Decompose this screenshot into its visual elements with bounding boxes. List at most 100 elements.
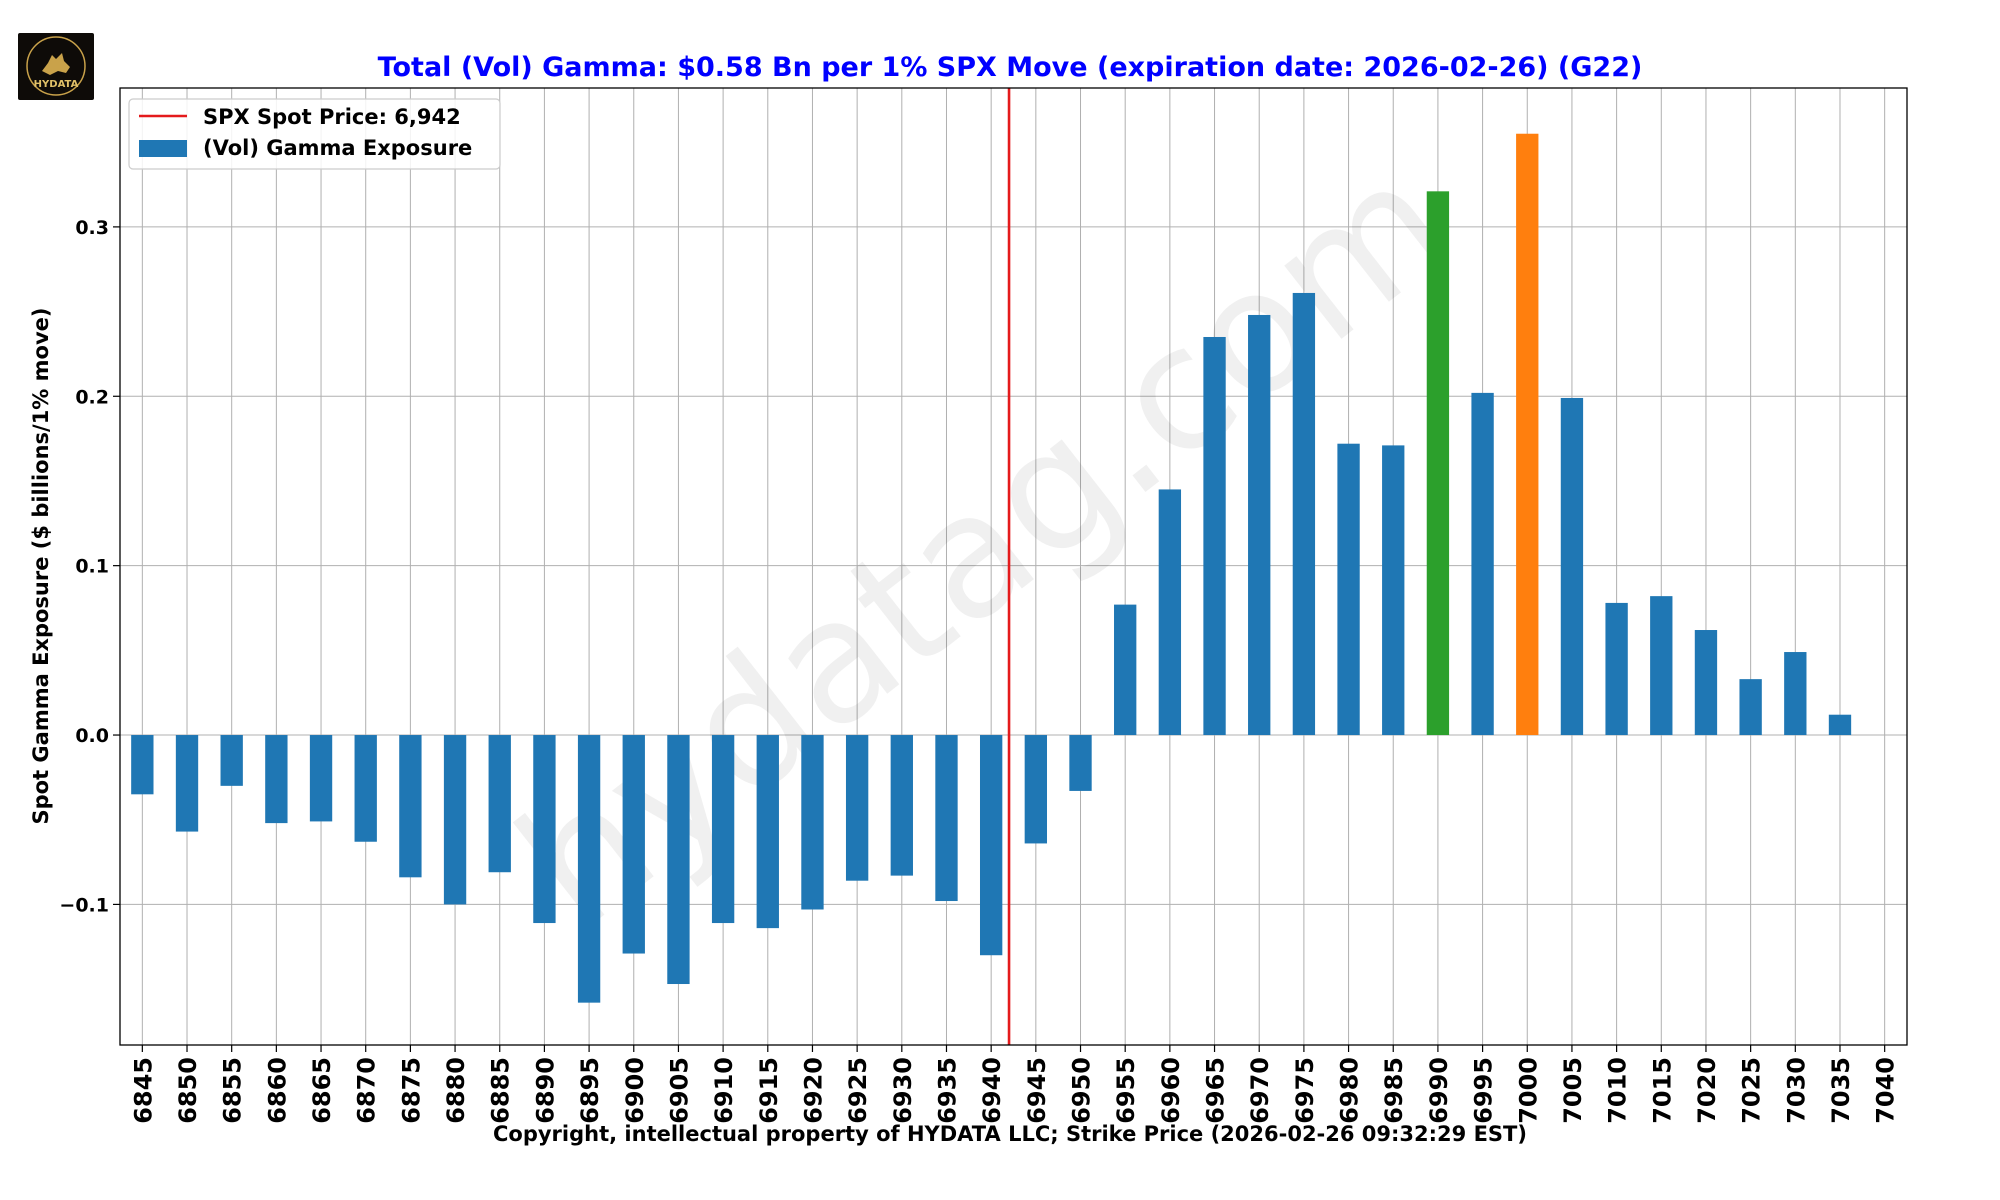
x-tick-label: 7010	[1604, 1057, 1632, 1124]
legend-spot-label: SPX Spot Price: 6,942	[203, 105, 461, 129]
x-tick-label: 6945	[1023, 1057, 1051, 1124]
bar-7030	[1784, 652, 1807, 736]
chart-title: Total (Vol) Gamma: $0.58 Bn per 1% SPX M…	[378, 52, 1643, 83]
x-tick-label: 7030	[1782, 1057, 1810, 1124]
bar-6925	[845, 735, 869, 881]
x-tick-label: 6880	[442, 1057, 470, 1124]
bar-6860	[265, 735, 288, 824]
x-tick-label: 7040	[1872, 1057, 1900, 1124]
y-tick-label: 0.1	[75, 556, 109, 578]
y-tick-label: 0.0	[75, 725, 109, 747]
x-tick-label: 6995	[1470, 1057, 1498, 1124]
y-tick-label: −0.1	[59, 894, 109, 916]
y-tick-label: 0.2	[75, 386, 109, 408]
bull-icon	[42, 53, 70, 75]
hydata-logo: HYDATA	[18, 33, 94, 100]
bar-6845	[131, 735, 154, 795]
bar-6885	[488, 735, 511, 873]
bar-6920	[801, 735, 824, 910]
x-tick-label: 6965	[1202, 1057, 1230, 1124]
x-tick-label: 7005	[1559, 1057, 1587, 1124]
x-tick-label: 6865	[308, 1057, 336, 1124]
x-tick-label: 6875	[397, 1057, 425, 1124]
bar-6985	[1382, 445, 1405, 736]
plot-frame	[119, 87, 1908, 1046]
x-tick-label: 6940	[978, 1057, 1006, 1124]
x-tick-label: 6910	[710, 1057, 738, 1124]
x-tick-label: 6855	[219, 1057, 247, 1124]
x-tick-label: 6920	[799, 1057, 827, 1124]
bar-6880	[443, 735, 467, 905]
bar-6980	[1337, 443, 1360, 736]
bar-6905	[667, 735, 690, 985]
legend-box	[128, 98, 501, 170]
x-tick-label: 7025	[1738, 1057, 1766, 1124]
legend-gamma-label: (Vol) Gamma Exposure	[203, 136, 472, 160]
bar-6915	[756, 735, 779, 929]
bar-6960	[1158, 489, 1182, 736]
bar-7010	[1605, 602, 1628, 736]
bar-6955	[1114, 604, 1137, 736]
bar-7015	[1650, 596, 1673, 736]
bar-6890	[533, 735, 556, 924]
x-tick-label: 6850	[174, 1057, 202, 1124]
bar-6990	[1426, 191, 1450, 736]
x-tick-label: 6870	[353, 1057, 381, 1124]
bar-6865	[309, 735, 333, 822]
x-tick-label: 6935	[933, 1057, 961, 1124]
x-tick-label: 6905	[665, 1057, 693, 1124]
x-tick-label: 6985	[1380, 1057, 1408, 1124]
x-tick-label: 6975	[1291, 1057, 1319, 1124]
bar-6850	[175, 735, 199, 832]
bar-6870	[354, 735, 377, 842]
x-tick-label: 7035	[1827, 1057, 1855, 1124]
bar-6940	[979, 735, 1003, 956]
bar-7035	[1828, 714, 1852, 736]
y-axis-label: Spot Gamma Exposure ($ billions/1% move)	[29, 308, 53, 825]
x-tick-label: 6860	[263, 1057, 291, 1124]
bar-6950	[1069, 735, 1092, 791]
x-tick-label: 6960	[1157, 1057, 1185, 1124]
bars	[131, 133, 1852, 1003]
x-tick-label: 7015	[1648, 1057, 1676, 1124]
y-tick-label: 0.3	[75, 217, 109, 239]
bar-6910	[711, 735, 735, 924]
bar-7000	[1516, 133, 1539, 736]
bar-6965	[1203, 336, 1226, 736]
x-tick-label: 6915	[755, 1057, 783, 1124]
bar-6900	[622, 735, 645, 954]
x-tick-label: 6980	[1336, 1057, 1364, 1124]
x-tick-label: 6990	[1425, 1057, 1453, 1124]
x-axis-ticks: 6845 6850 6855 6860 6865 6870 6875 6880 6885 6890…	[129, 1045, 1900, 1124]
bar-6970	[1248, 314, 1271, 736]
bar-7020	[1694, 630, 1718, 736]
x-tick-label: 6885	[487, 1057, 515, 1124]
x-tick-label: 6930	[889, 1057, 917, 1124]
bar-6995	[1471, 392, 1494, 736]
x-tick-label: 6845	[129, 1057, 157, 1124]
x-tick-label: 6950	[1068, 1057, 1096, 1124]
x-tick-label: 7000	[1514, 1057, 1542, 1124]
bar-6930	[890, 735, 913, 876]
x-tick-label: 6925	[844, 1057, 872, 1124]
bar-6945	[1024, 735, 1048, 844]
y-axis-ticks: −0.1 0.0 0.1 0.2 0.3	[59, 217, 120, 916]
x-axis-label: Copyright, intellectual property of HYDA…	[493, 1122, 1527, 1146]
bar-6895	[577, 735, 601, 1003]
logo-text: HYDATA	[34, 79, 79, 90]
bar-7025	[1739, 679, 1762, 736]
legend-gamma-swatch	[139, 140, 187, 157]
bar-7005	[1560, 397, 1584, 736]
x-tick-label: 6900	[621, 1057, 649, 1124]
bar-6935	[935, 735, 958, 902]
bar-6855	[220, 735, 243, 786]
bar-6875	[399, 735, 422, 878]
x-tick-label: 6970	[1246, 1057, 1274, 1124]
x-tick-label: 6890	[531, 1057, 559, 1124]
legend: SPX Spot Price: 6,942 (Vol) Gamma Exposu…	[128, 98, 501, 170]
x-tick-label: 6955	[1112, 1057, 1140, 1124]
x-tick-label: 6895	[576, 1057, 604, 1124]
bar-6975	[1292, 292, 1316, 736]
x-tick-label: 7020	[1693, 1057, 1721, 1124]
